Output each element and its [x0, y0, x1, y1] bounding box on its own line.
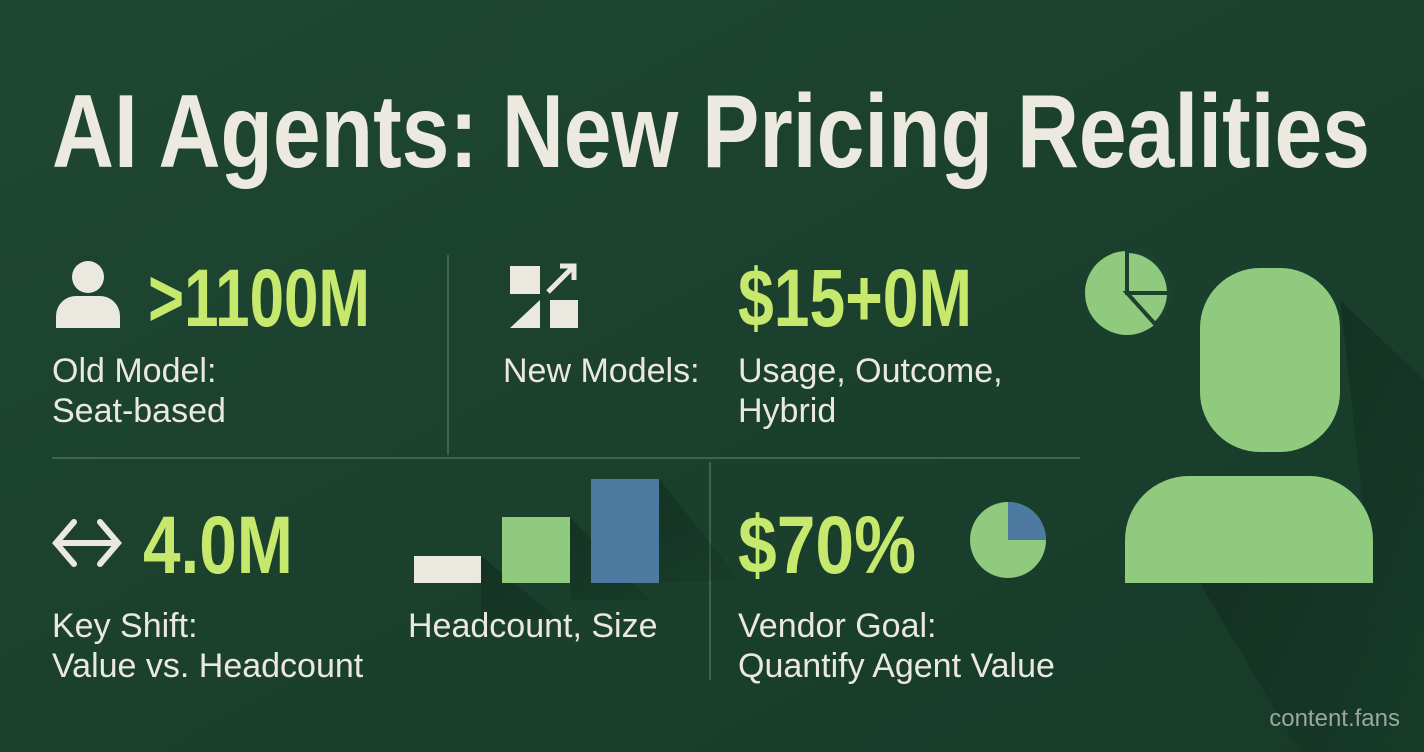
- title: AI Agents: New Pricing Realities: [52, 74, 1370, 190]
- chart-label: Headcount, Size: [408, 607, 658, 645]
- stat-value: $70%: [738, 500, 916, 591]
- person-graphic: [1125, 268, 1424, 752]
- mini-bars: [414, 479, 740, 620]
- brand: content.fans: [1269, 705, 1400, 732]
- stat-label: Quantify Agent Value: [738, 647, 1055, 685]
- stat-value: >1100M: [148, 253, 370, 344]
- stat-label: Usage, Outcome,: [738, 352, 1003, 390]
- pie-graphic: [1085, 248, 1172, 335]
- stat-label: Vendor Goal:: [738, 607, 936, 645]
- stat-value: $15+0M: [738, 253, 972, 344]
- stat-label: Seat-based: [52, 392, 226, 430]
- person-icon: [56, 261, 120, 328]
- arrows-icon: [52, 519, 122, 567]
- stat-label: Hybrid: [738, 392, 836, 430]
- stat-label: Old Model:: [52, 352, 216, 390]
- pie-icon: [970, 502, 1046, 578]
- stat-prefix: New Models:: [503, 352, 700, 390]
- stat-label: Key Shift:: [52, 607, 198, 645]
- swap-icon: [510, 263, 578, 328]
- stat-label: Value vs. Headcount: [52, 647, 364, 685]
- stat-value: 4.0M: [143, 500, 293, 591]
